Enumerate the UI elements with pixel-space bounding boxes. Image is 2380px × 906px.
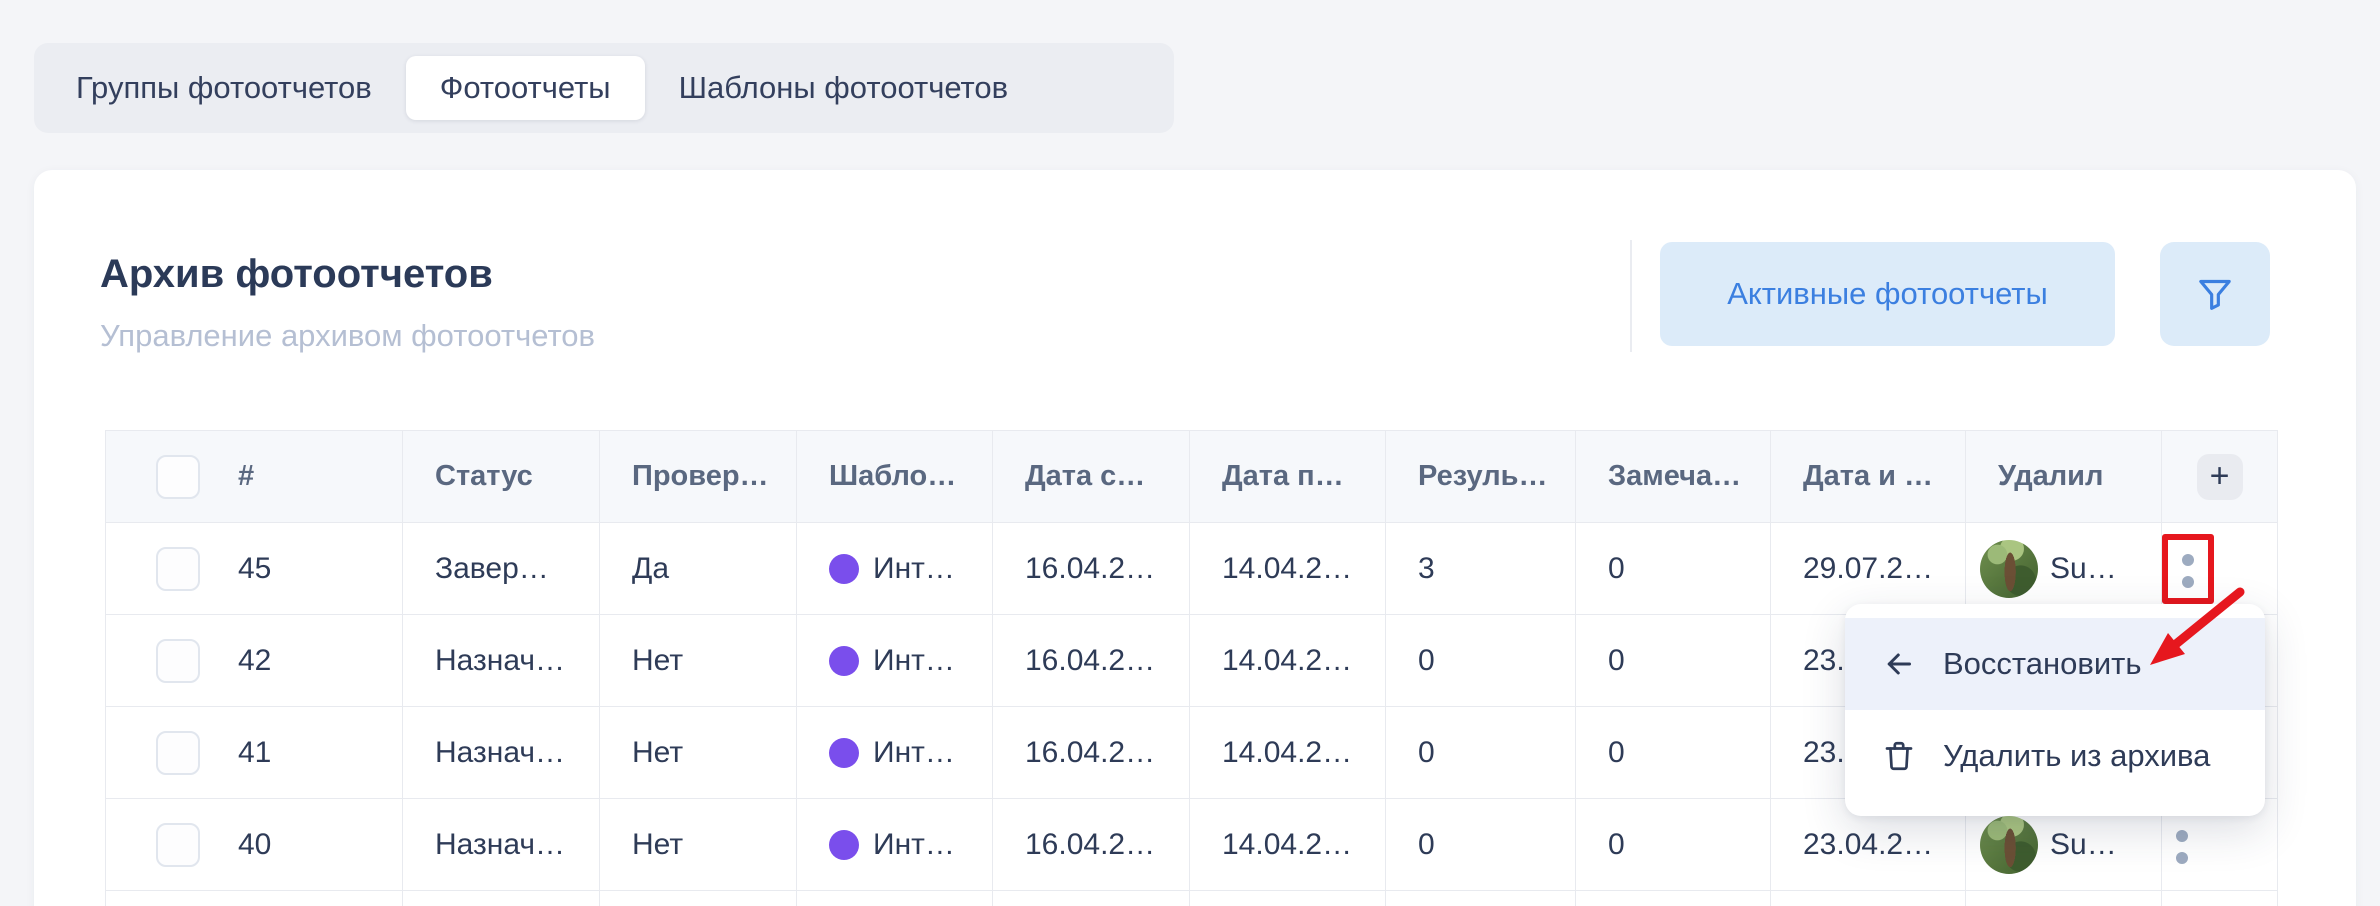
arrow-left-icon (1881, 646, 1917, 682)
row-checkbox[interactable] (156, 822, 200, 867)
date-plan-cell: 14.04.2… (1189, 798, 1386, 891)
result-cell: 0 (1385, 614, 1576, 707)
remarks-cell: 0 (1575, 706, 1771, 799)
template-cell: Инт… (796, 706, 993, 799)
template-cell: Инт… (796, 614, 993, 707)
date-start-cell: 16.04.2… (992, 614, 1190, 707)
tab-report-templates[interactable]: Шаблоны фотоотчетов (678, 70, 1009, 105)
row-context-menu: Восстановить Удалить из архива (1845, 604, 2265, 816)
row-menu-kebab-icon[interactable] (2168, 544, 2208, 598)
verified-cell: Нет (599, 614, 797, 707)
row-checkbox[interactable] (156, 546, 200, 591)
add-column-button[interactable]: + (2196, 453, 2243, 500)
date-plan-cell: 14.04.2… (1189, 706, 1386, 799)
row-checkbox[interactable] (156, 730, 200, 775)
filter-button[interactable] (2160, 242, 2270, 346)
header-cell-number: # (105, 430, 403, 523)
header-cell-date-plan: Дата п… (1189, 430, 1386, 523)
status-cell: Назнач… (402, 798, 600, 891)
verified-cell: Да (599, 522, 797, 615)
status-cell: Назнач… (402, 706, 600, 799)
header-divider (1630, 240, 1632, 352)
result-cell: 0 (1385, 706, 1576, 799)
deleted-by-cell: Su… (1965, 522, 2162, 615)
page-subtitle: Управление архивом фотоотчетов (100, 318, 596, 353)
status-cell: Завер… (402, 522, 600, 615)
template-dot-icon (829, 737, 859, 768)
remarks-cell: 0 (1575, 522, 1771, 615)
row-number: 45 (238, 551, 272, 585)
result-cell: 3 (1385, 522, 1576, 615)
template-dot-icon (829, 553, 859, 584)
header-cell-date-deleted: Дата и … (1770, 430, 1966, 523)
result-cell: 0 (1385, 798, 1576, 891)
verified-cell: Нет (599, 706, 797, 799)
template-cell: Инт… (796, 798, 993, 891)
remarks-cell: 0 (1575, 798, 1771, 891)
template-cell: Инт… (796, 522, 993, 615)
verified-cell: Нет (599, 798, 797, 891)
header-cell-remarks: Замеча… (1575, 430, 1771, 523)
menu-item-restore[interactable]: Восстановить (1845, 618, 2265, 710)
date-start-cell: 16.04.2… (992, 706, 1190, 799)
header-cell-deleted-by: Удалил (1965, 430, 2162, 523)
row-checkbox[interactable] (156, 638, 200, 683)
funnel-icon (2195, 274, 2235, 314)
trash-icon (1881, 738, 1917, 774)
row-number: 42 (238, 643, 272, 677)
row-number: 41 (238, 735, 272, 769)
header-cell-date-start: Дата с… (992, 430, 1190, 523)
select-all-checkbox[interactable] (156, 454, 200, 499)
remarks-cell: 0 (1575, 614, 1771, 707)
date-deleted-cell: 29.07.2… (1770, 522, 1966, 615)
menu-item-delete-from-archive[interactable]: Удалить из архива (1845, 710, 2265, 802)
table-header-row: # Статус Провер… Шабло… Дата с… Дата п… … (105, 430, 2278, 523)
tab-bar: Группы фотоотчетов Фотоотчеты Шаблоны фо… (34, 43, 1174, 133)
tab-report-groups[interactable]: Группы фотоотчетов (76, 70, 372, 105)
date-plan-cell: 14.04.2… (1189, 522, 1386, 615)
date-start-cell: 16.04.2… (992, 522, 1190, 615)
avatar (1980, 815, 2038, 874)
table-row-partial (105, 890, 2278, 906)
header-cell-status: Статус (402, 430, 600, 523)
row-number: 40 (238, 827, 272, 861)
template-dot-icon (829, 645, 859, 676)
tab-reports[interactable]: Фотоотчеты (405, 56, 645, 120)
status-cell: Назнач… (402, 614, 600, 707)
header-cell-result: Резуль… (1385, 430, 1576, 523)
active-reports-button[interactable]: Активные фотоотчеты (1660, 242, 2115, 346)
date-start-cell: 16.04.2… (992, 798, 1190, 891)
row-menu-kebab-icon[interactable] (2163, 820, 2203, 874)
avatar (1980, 539, 2038, 598)
header-cell-template: Шабло… (796, 430, 993, 523)
table-row: 45 Завер… Да Инт… 16.04.2… 14.04.2… 3 0 … (105, 522, 2278, 615)
header-cell-verified: Провер… (599, 430, 797, 523)
page-title: Архив фотоотчетов (100, 252, 493, 296)
annotation-highlight-box (2162, 533, 2214, 604)
header-cell-actions: + (2161, 430, 2278, 523)
date-plan-cell: 14.04.2… (1189, 614, 1386, 707)
template-dot-icon (829, 829, 859, 860)
